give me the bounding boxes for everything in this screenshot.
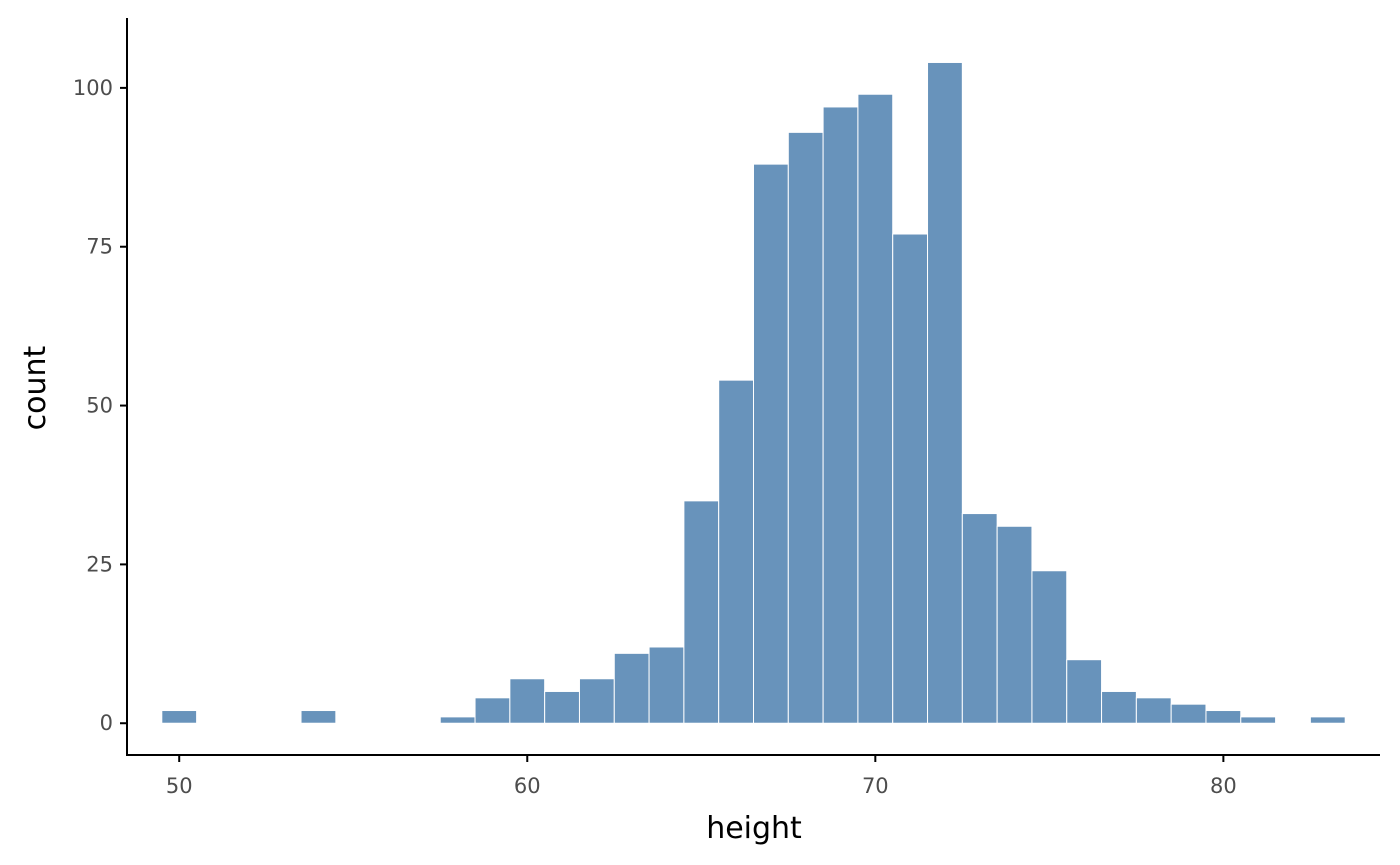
x-axis-ticks: 50 60 70 80 — [166, 755, 1237, 798]
histogram-bar — [996, 525, 1033, 724]
x-axis-title: height — [706, 811, 802, 846]
y-tick-label: 75 — [86, 235, 113, 259]
y-tick-label: 50 — [86, 394, 113, 418]
y-tick-label: 100 — [73, 76, 113, 100]
histogram-bar — [892, 233, 929, 724]
x-tick-label: 80 — [1210, 774, 1237, 798]
histogram-bar — [439, 716, 476, 724]
histogram-bar — [753, 163, 789, 724]
histogram-bar — [927, 61, 963, 724]
x-tick-label: 50 — [166, 774, 193, 798]
histogram-bar — [718, 379, 755, 724]
histogram-bar — [578, 678, 615, 724]
histogram-bar — [857, 93, 894, 724]
histogram-bar — [1309, 716, 1346, 724]
histogram-bar — [161, 710, 198, 724]
bars — [161, 61, 1346, 724]
histogram-bar — [1170, 703, 1207, 724]
histogram-bar — [1101, 690, 1137, 724]
histogram-bar — [1031, 570, 1068, 724]
histogram-bar — [787, 131, 824, 724]
y-axis-title: count — [18, 345, 53, 430]
histogram-bar — [1135, 697, 1172, 724]
histogram-bar — [613, 652, 650, 724]
x-tick-label: 60 — [514, 774, 541, 798]
histogram-bar — [544, 690, 580, 724]
histogram-bar — [1240, 716, 1277, 724]
histogram-bar — [961, 513, 998, 724]
x-tick-label: 70 — [862, 774, 889, 798]
histogram-bar — [1066, 659, 1103, 724]
histogram-bar — [683, 500, 720, 724]
histogram-bar — [648, 646, 685, 724]
histogram-bar — [474, 697, 511, 724]
y-tick-label: 25 — [86, 552, 113, 576]
y-tick-label: 0 — [100, 711, 113, 735]
histogram-bar — [509, 678, 546, 724]
y-axis-ticks: 0 25 50 75 100 — [73, 76, 127, 735]
histogram-bar — [300, 710, 337, 724]
histogram-bar — [822, 106, 859, 724]
histogram-bar — [1205, 710, 1242, 724]
